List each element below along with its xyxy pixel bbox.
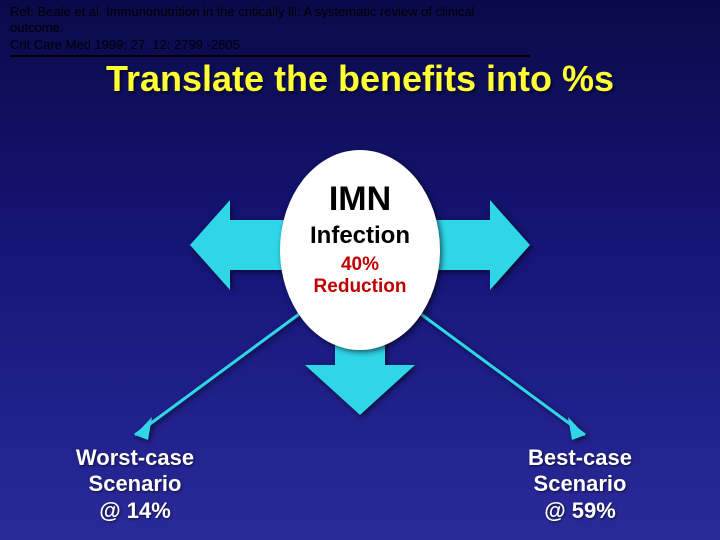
- scenario-worst-line3: @ 14%: [99, 498, 171, 523]
- reduction-pct: 40%: [341, 254, 379, 275]
- scenario-best: Best-case Scenario @ 59%: [495, 445, 665, 524]
- center-oval: IMN Infection 40% Reduction: [280, 150, 440, 350]
- reference-box: Ref: Beale et al. Immunonutrition in the…: [10, 4, 530, 57]
- reference-line-2: Crit Care Med 1999; 27: 12: 2799 -2805: [10, 37, 530, 53]
- oval-reduction: 40% Reduction: [280, 254, 440, 298]
- slide: Ref: Beale et al. Immunonutrition in the…: [0, 0, 720, 540]
- scenario-worst: Worst-case Scenario @ 14%: [50, 445, 220, 524]
- diagram-area: IMN Infection 40% Reduction Worst-case S…: [0, 140, 720, 540]
- oval-subheading: Infection: [280, 222, 440, 250]
- reduction-label: Reduction: [314, 276, 407, 297]
- scenario-worst-line2: Scenario: [89, 471, 182, 496]
- reference-line-1: Ref: Beale et al. Immunonutrition in the…: [10, 4, 530, 37]
- scenario-best-line1: Best-case: [528, 445, 632, 470]
- scenario-worst-line1: Worst-case: [76, 445, 194, 470]
- scenario-best-line3: @ 59%: [544, 498, 616, 523]
- oval-heading: IMN: [280, 180, 440, 219]
- scenario-best-line2: Scenario: [534, 471, 627, 496]
- slide-title: Translate the benefits into %s: [0, 58, 720, 100]
